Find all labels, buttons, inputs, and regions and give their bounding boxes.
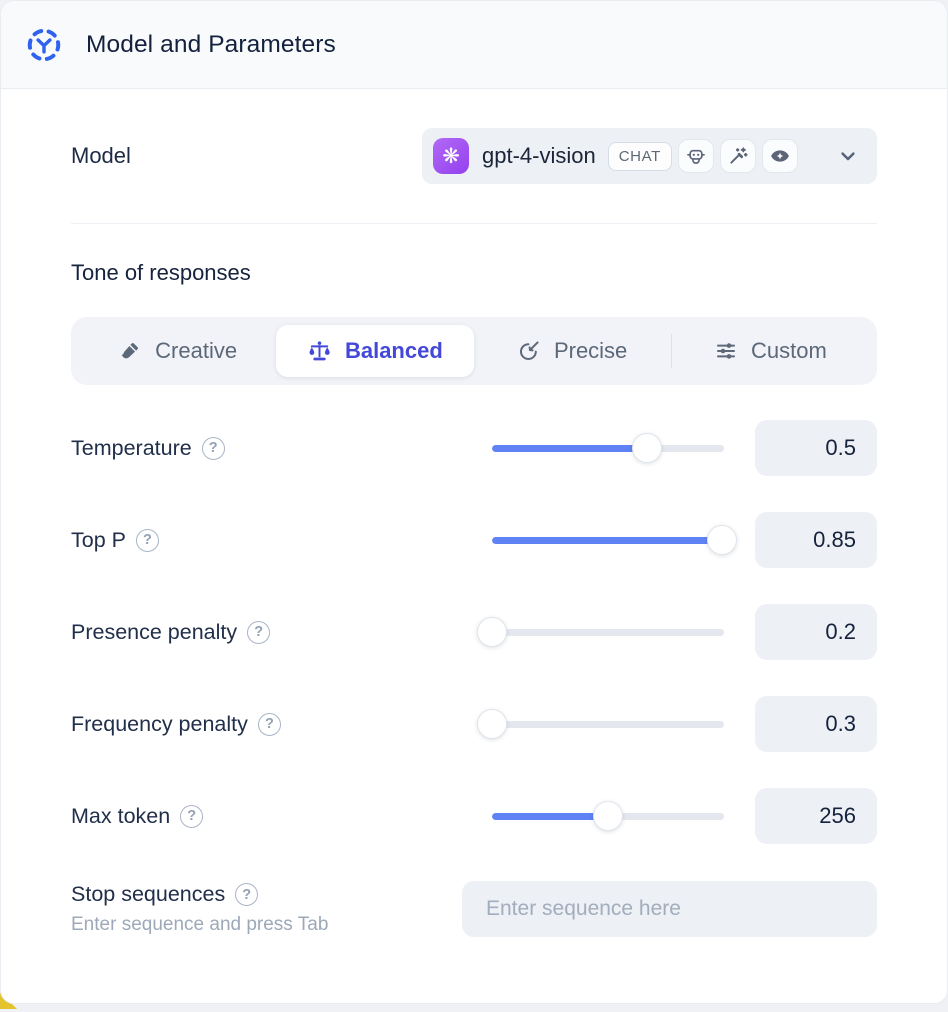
stop-sequences-row: Stop sequences ? Enter sequence and pres… [71, 881, 877, 937]
target-icon [517, 339, 541, 363]
parameter-row: Top P ? 0.85 [71, 512, 877, 568]
slider-thumb[interactable] [477, 617, 507, 647]
presence-penalty-value[interactable]: 0.2 [755, 604, 877, 660]
top-p-value[interactable]: 0.85 [755, 512, 877, 568]
model-hub-icon [25, 26, 63, 64]
frequency-penalty-label: Frequency penalty [71, 711, 248, 736]
panel-body: Model ❋ gpt-4-vision CHAT [1, 128, 947, 937]
sliders-icon [714, 339, 738, 363]
slider-thumb[interactable] [632, 433, 663, 463]
parameter-row: Temperature ? 0.5 [71, 420, 877, 476]
slider-track [492, 536, 724, 544]
openai-logo: ❋ [433, 138, 469, 174]
help-icon[interactable]: ? [180, 804, 204, 828]
slider-fill [492, 444, 648, 452]
max-token-slider[interactable] [492, 801, 724, 831]
max-token-label: Max token [71, 803, 171, 828]
parameter-row: Frequency penalty ? 0.3 [71, 696, 877, 752]
help-icon[interactable]: ? [247, 620, 271, 644]
help-icon[interactable]: ? [257, 712, 281, 736]
help-icon[interactable]: ? [201, 436, 225, 460]
tone-option-custom[interactable]: Custom [672, 325, 869, 377]
max-token-value[interactable]: 256 [755, 788, 877, 844]
segment-divider [670, 334, 672, 368]
slider-thumb[interactable] [477, 709, 507, 739]
tone-option-label: Creative [155, 338, 238, 363]
frequency-penalty-slider[interactable] [477, 709, 724, 739]
tone-option-label: Balanced [344, 338, 443, 363]
temperature-value[interactable]: 0.5 [755, 420, 877, 476]
panel-header: Model and Parameters [1, 1, 947, 89]
tone-segmented-control: Creative Balanced [71, 317, 877, 385]
slider-track [492, 720, 724, 728]
top-p-slider[interactable] [492, 525, 737, 555]
presence-penalty-slider[interactable] [477, 617, 724, 647]
model-select[interactable]: ❋ gpt-4-vision CHAT [422, 128, 877, 184]
stop-sequences-label: Stop sequences [71, 882, 226, 906]
top-p-label: Top P [71, 527, 126, 552]
tone-option-precise[interactable]: Precise [474, 325, 671, 377]
tone-option-balanced[interactable]: Balanced [276, 325, 474, 377]
paintbrush-icon [118, 339, 142, 363]
parameter-row: Presence penalty ? 0.2 [71, 604, 877, 660]
model-row: Model ❋ gpt-4-vision CHAT [71, 128, 877, 184]
magic-wand-icon [719, 139, 756, 173]
parameters-list: Temperature ? 0.5 Top P ? 0. [71, 420, 877, 844]
balance-scale-icon [307, 339, 332, 364]
slider-track [492, 444, 724, 452]
tone-option-label: Custom [750, 338, 827, 363]
temperature-label: Temperature [71, 435, 192, 460]
tone-option-creative[interactable]: Creative [79, 325, 276, 377]
model-type-badge: CHAT [607, 141, 672, 171]
parameter-row: Max token ? 256 [71, 788, 877, 844]
panel-title: Model and Parameters [86, 30, 336, 58]
slider-fill [492, 812, 608, 820]
selected-model-name: gpt-4-vision [482, 143, 596, 168]
section-divider [71, 223, 877, 224]
help-icon[interactable]: ? [235, 883, 259, 906]
slider-fill [492, 536, 722, 544]
slider-track [492, 628, 724, 636]
tone-heading: Tone of responses [71, 260, 251, 285]
model-label: Model [71, 143, 131, 168]
stop-sequences-hint: Enter sequence and press Tab [71, 914, 329, 935]
tone-option-label: Precise [553, 338, 628, 363]
temperature-slider[interactable] [492, 433, 724, 463]
robot-icon [677, 139, 714, 173]
frequency-penalty-value[interactable]: 0.3 [755, 696, 877, 752]
presence-penalty-label: Presence penalty [71, 619, 238, 644]
slider-thumb[interactable] [706, 525, 737, 555]
help-icon[interactable]: ? [135, 528, 159, 552]
chevron-down-icon [835, 143, 861, 169]
vision-icon [761, 139, 798, 173]
stop-sequence-input[interactable] [462, 881, 877, 937]
slider-thumb[interactable] [593, 801, 623, 831]
